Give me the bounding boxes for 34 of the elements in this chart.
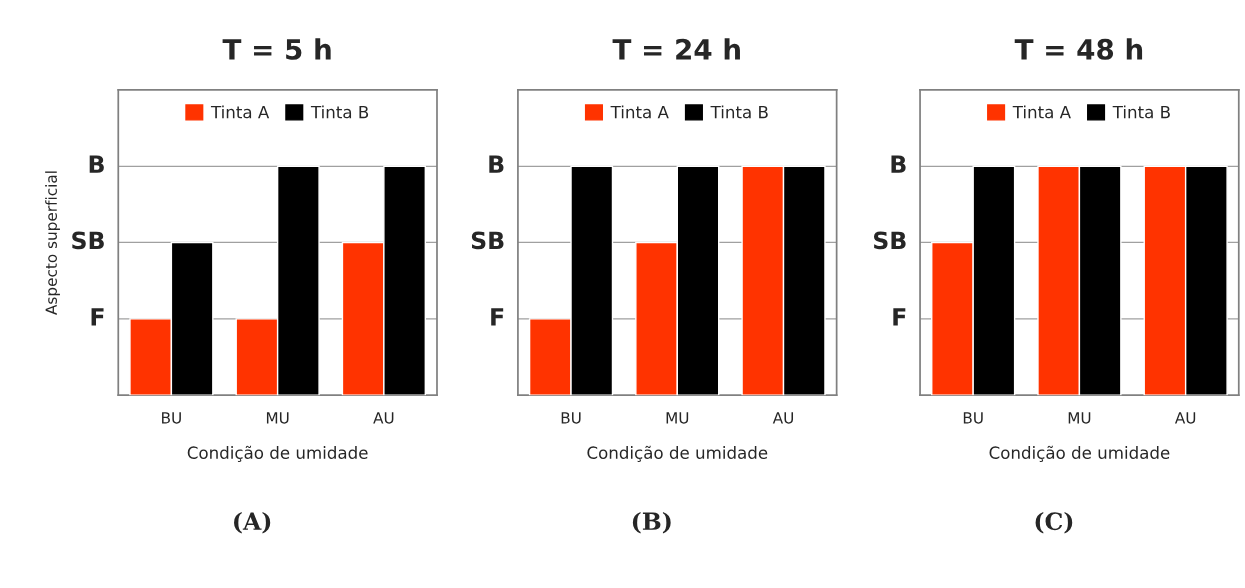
x-tick-label: MU <box>666 412 689 424</box>
ref-line-label: SB <box>471 231 504 250</box>
x-axis-title: Condição de umidade <box>587 445 768 462</box>
x-tick-label: MU <box>266 412 289 424</box>
x-tick-label: BU <box>162 412 181 424</box>
ref-line-label: SB <box>72 231 104 250</box>
ref-line-label: F <box>491 308 504 326</box>
ref-line-label: F <box>893 308 906 326</box>
legend-label: Tinta B <box>310 105 369 119</box>
x-tick-label: BU <box>963 412 983 424</box>
text: (A) <box>234 511 271 534</box>
ref-line-label: SB <box>874 231 906 250</box>
x-axis-title: Condição de umidade <box>187 445 368 462</box>
text: (C) <box>1035 511 1073 534</box>
x-tick-label: AU <box>373 412 394 424</box>
x-tick-label: MU <box>1068 412 1091 424</box>
legend-label: Tinta A <box>1012 105 1071 119</box>
ref-line-label: B <box>891 155 906 173</box>
legend-label: Tinta A <box>610 105 669 119</box>
y-axis-title: Aspecto superficial <box>45 171 60 315</box>
text: (B) <box>632 511 671 534</box>
ref-line-label: B <box>89 155 104 173</box>
ref-line-label: F <box>91 308 104 326</box>
ref-line-label: B <box>489 155 504 173</box>
x-tick-label: AU <box>772 412 794 424</box>
chart-title: T = 48 h <box>1014 38 1143 60</box>
text: Tinta B <box>1112 105 1170 119</box>
x-tick-label: AU <box>1174 412 1196 424</box>
legend-label: Tinta A <box>210 105 270 119</box>
x-tick-label: BU <box>561 412 581 424</box>
x-axis-title: Condição de umidade <box>989 445 1170 462</box>
chart-title: T = 24 h <box>612 38 740 60</box>
chart-title: T = 5 h <box>222 38 331 60</box>
text: Tinta B <box>710 105 768 119</box>
